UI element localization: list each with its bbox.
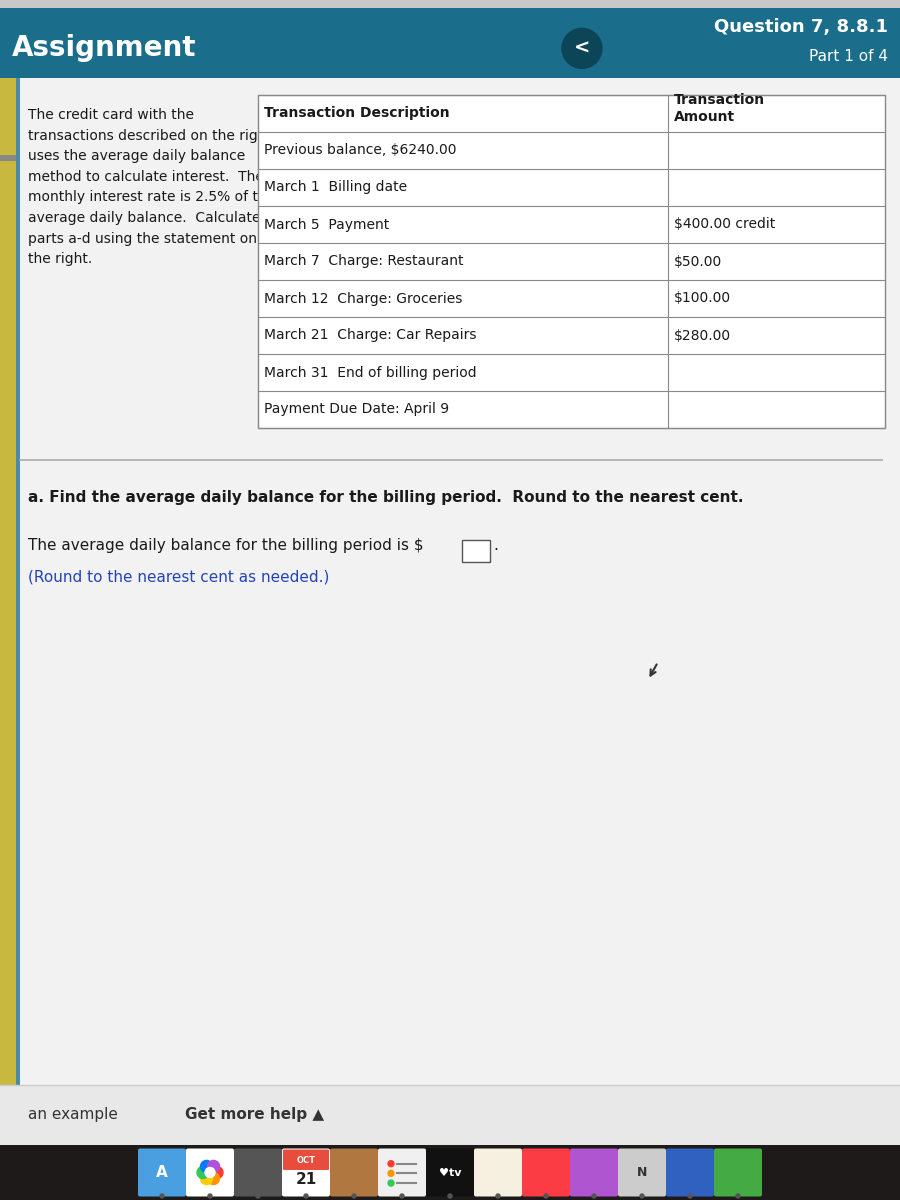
- Circle shape: [592, 1194, 596, 1198]
- Circle shape: [688, 1194, 692, 1198]
- Circle shape: [197, 1166, 209, 1178]
- Circle shape: [562, 29, 602, 68]
- Circle shape: [352, 1194, 356, 1198]
- Circle shape: [208, 1160, 220, 1172]
- Text: Get more help ▲: Get more help ▲: [185, 1108, 324, 1122]
- Circle shape: [201, 1172, 212, 1184]
- Text: $50.00: $50.00: [674, 254, 722, 269]
- Text: March 31  End of billing period: March 31 End of billing period: [264, 366, 477, 379]
- Text: March 21  Charge: Car Repairs: March 21 Charge: Car Repairs: [264, 329, 476, 342]
- Bar: [0, 1145, 900, 1200]
- Text: Question 7, 8.8.1: Question 7, 8.8.1: [714, 18, 888, 36]
- Text: Assignment: Assignment: [12, 35, 196, 62]
- Text: $400.00 credit: $400.00 credit: [674, 217, 775, 232]
- Circle shape: [256, 1194, 260, 1198]
- Text: A: A: [156, 1165, 168, 1180]
- Text: March 5  Payment: March 5 Payment: [264, 217, 389, 232]
- Text: an example: an example: [28, 1108, 118, 1122]
- Text: Part 1 of 4: Part 1 of 4: [809, 49, 888, 64]
- Circle shape: [544, 1194, 548, 1198]
- Circle shape: [736, 1194, 740, 1198]
- FancyBboxPatch shape: [378, 1148, 426, 1196]
- Text: ♥tv: ♥tv: [439, 1168, 461, 1177]
- Bar: [0, 0, 900, 8]
- Text: a. Find the average daily balance for the billing period.  Round to the nearest : a. Find the average daily balance for th…: [28, 490, 743, 505]
- Circle shape: [205, 1168, 215, 1177]
- Text: N: N: [637, 1166, 647, 1178]
- FancyBboxPatch shape: [522, 1148, 570, 1196]
- Bar: [0, 0, 900, 78]
- Bar: [0, 78, 900, 1085]
- FancyBboxPatch shape: [283, 1150, 329, 1170]
- FancyBboxPatch shape: [666, 1148, 714, 1196]
- FancyBboxPatch shape: [570, 1148, 618, 1196]
- Text: March 1  Billing date: March 1 Billing date: [264, 180, 407, 194]
- Bar: [258, 95, 885, 428]
- Text: March 12  Charge: Groceries: March 12 Charge: Groceries: [264, 292, 463, 306]
- Text: .: .: [493, 538, 498, 553]
- Circle shape: [388, 1180, 394, 1186]
- Circle shape: [400, 1194, 404, 1198]
- FancyBboxPatch shape: [618, 1148, 666, 1196]
- Text: $100.00: $100.00: [674, 292, 731, 306]
- FancyBboxPatch shape: [234, 1148, 282, 1196]
- Bar: [0, 78, 16, 1085]
- FancyBboxPatch shape: [714, 1148, 762, 1196]
- Text: Previous balance, $6240.00: Previous balance, $6240.00: [264, 144, 456, 157]
- FancyBboxPatch shape: [330, 1148, 378, 1196]
- Text: The credit card with the
transactions described on the right
uses the average da: The credit card with the transactions de…: [28, 108, 275, 266]
- Bar: [258, 95, 885, 428]
- FancyBboxPatch shape: [426, 1148, 474, 1196]
- Text: The average daily balance for the billing period is $: The average daily balance for the billin…: [28, 538, 424, 553]
- Circle shape: [208, 1172, 220, 1184]
- Circle shape: [160, 1194, 164, 1198]
- Text: Transaction
Amount: Transaction Amount: [674, 94, 765, 124]
- FancyBboxPatch shape: [186, 1148, 234, 1196]
- Text: OCT: OCT: [296, 1156, 316, 1165]
- FancyBboxPatch shape: [474, 1148, 522, 1196]
- Text: Transaction Description: Transaction Description: [264, 107, 450, 120]
- Text: (Round to the nearest cent as needed.): (Round to the nearest cent as needed.): [28, 570, 329, 584]
- Bar: [462, 540, 490, 562]
- FancyBboxPatch shape: [138, 1148, 186, 1196]
- Bar: [0, 1085, 900, 1145]
- Circle shape: [304, 1194, 308, 1198]
- Circle shape: [496, 1194, 500, 1198]
- Text: March 7  Charge: Restaurant: March 7 Charge: Restaurant: [264, 254, 464, 269]
- Circle shape: [388, 1170, 394, 1176]
- Text: 21: 21: [295, 1172, 317, 1188]
- Circle shape: [448, 1194, 452, 1198]
- Bar: [16, 78, 20, 1085]
- FancyBboxPatch shape: [282, 1148, 330, 1196]
- Circle shape: [211, 1166, 223, 1178]
- Text: $280.00: $280.00: [674, 329, 731, 342]
- Bar: [0, 155, 16, 161]
- Circle shape: [201, 1160, 212, 1172]
- Text: <: <: [574, 38, 590, 58]
- Circle shape: [640, 1194, 644, 1198]
- Circle shape: [388, 1160, 394, 1166]
- Text: Payment Due Date: April 9: Payment Due Date: April 9: [264, 402, 449, 416]
- Circle shape: [208, 1194, 212, 1198]
